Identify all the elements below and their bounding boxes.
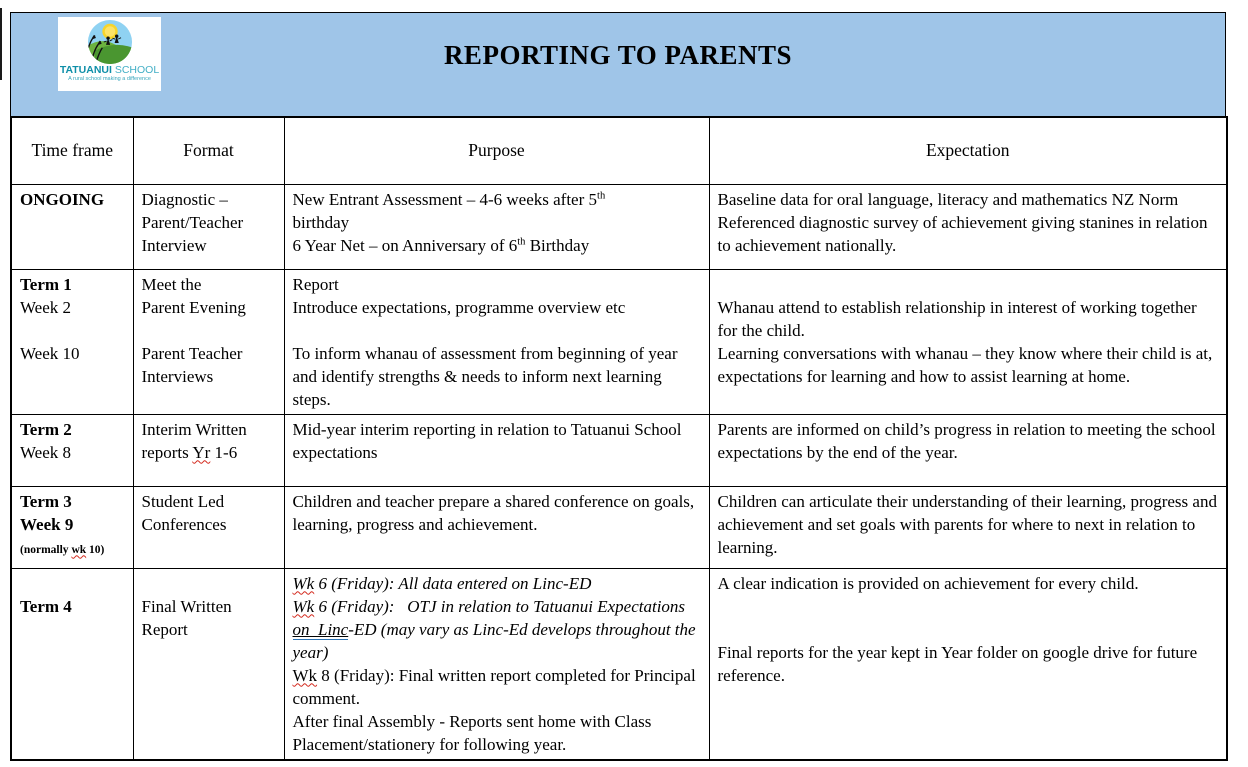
- column-header-format: Format: [132, 116, 285, 185]
- school-tagline: A rural school making a difference: [68, 76, 151, 82]
- cell-row4-format: Student Led Conferences: [132, 485, 285, 569]
- table-row-3: Term 2 Week 8 Interim Written reports Yr 1-…: [10, 413, 1228, 487]
- column-header-expectation: Expectation: [708, 116, 1228, 185]
- cell-row5-purpose: Wk 6 (Friday): All data entered on Linc-…: [283, 567, 710, 760]
- school-name-primary: TATUANUI: [59, 64, 112, 76]
- table-row-2: Term 1 Week 2 Week 10 Meet the Parent Eveni…: [10, 268, 1228, 415]
- cell-row5-timeframe: Term 4: [10, 567, 134, 760]
- school-name: TATUANUI SCHOOL: [60, 65, 159, 76]
- column-header-purpose: Purpose: [283, 116, 710, 185]
- table-header-row: Time frame Format Purpose Expectation: [10, 116, 1228, 185]
- column-header-timeframe: Time frame: [10, 116, 134, 185]
- cell-row1-purpose: New Entrant Assessment – 4-6 weeks after…: [283, 183, 710, 270]
- school-emblem-icon: [87, 19, 132, 65]
- cell-row5-expectation: A clear indication is provided on achiev…: [708, 567, 1228, 760]
- table-row-5: Term 4 Final Written Report Wk 6 (Friday):…: [10, 567, 1228, 760]
- cell-row1-expectation: Baseline data for oral language, literac…: [708, 183, 1228, 270]
- cell-row1-timeframe: ONGOING: [10, 183, 134, 270]
- cell-row3-format: Interim Written reports Yr 1-6: [132, 413, 285, 487]
- school-logo: TATUANUI SCHOOL A rural school making a …: [58, 17, 161, 91]
- cell-row4-purpose: Children and teacher prepare a shared co…: [283, 485, 710, 569]
- cell-row3-timeframe: Term 2 Week 8: [10, 413, 134, 487]
- table-row-1: ONGOING Diagnostic – Parent/Teacher Intervi…: [10, 183, 1228, 270]
- cell-row2-purpose: Report Introduce expectations, programme …: [283, 268, 710, 415]
- title-band: TATUANUI SCHOOL A rural school making a …: [10, 12, 1226, 117]
- cell-row3-expectation: Parents are informed on child’s progress…: [708, 413, 1228, 487]
- cell-row2-expectation: Whanau attend to establish relationship …: [708, 268, 1228, 415]
- cell-row1-format: Diagnostic – Parent/Teacher Interview: [132, 183, 285, 270]
- reporting-table: Time frame Format Purpose Expectation ONGOI…: [10, 116, 1228, 761]
- school-name-suffix: SCHOOL: [111, 64, 160, 76]
- cell-row5-format: Final Written Report: [132, 567, 285, 760]
- cell-row2-format: Meet the Parent Evening Parent Teacher Int…: [132, 268, 285, 415]
- cell-row3-purpose: Mid-year interim reporting in relation t…: [283, 413, 710, 487]
- table-row-4: Term 3 Week 9 (normally wk 10) Student Led C…: [10, 485, 1228, 569]
- cell-row4-timeframe: Term 3 Week 9 (normally wk 10): [10, 485, 134, 569]
- document: TATUANUI SCHOOL A rural school making a …: [10, 12, 1228, 761]
- cell-row2-timeframe: Term 1 Week 2 Week 10: [10, 268, 134, 415]
- page-edge-artifact: [0, 8, 2, 80]
- page-title: REPORTING TO PARENTS: [443, 40, 793, 70]
- cell-row4-expectation: Children can articulate their understand…: [708, 485, 1228, 569]
